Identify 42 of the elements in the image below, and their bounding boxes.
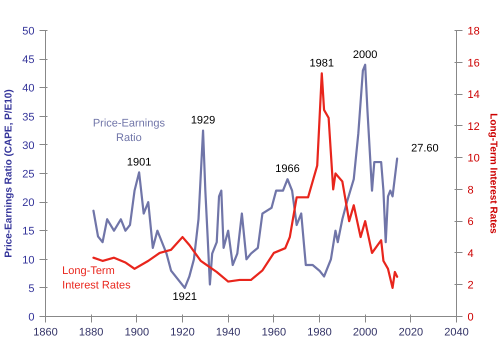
y2-tick-label: 10 bbox=[468, 152, 480, 165]
x-tick-label: 2020 bbox=[398, 326, 424, 338]
y-tick-label: 35 bbox=[22, 111, 35, 124]
y2-tick-label: 0 bbox=[468, 312, 474, 324]
x-tick-label: 1960 bbox=[262, 326, 286, 338]
annotation: 1981 bbox=[310, 57, 334, 70]
annotation: 1921 bbox=[172, 290, 198, 303]
text: Price-Earnings Ratio bbox=[92, 118, 166, 144]
annotation: 1901 bbox=[126, 156, 152, 168]
y-tick-label: 20 bbox=[22, 197, 35, 210]
y2-axis-title: Long-Term Interest Rates bbox=[488, 113, 499, 234]
y-tick-label: 40 bbox=[22, 82, 35, 95]
y-tick-label: 30 bbox=[22, 140, 35, 152]
y-tick-label: 10 bbox=[22, 254, 35, 266]
x-tick-label: 1900 bbox=[124, 326, 150, 338]
y2-tick-label: 2 bbox=[468, 280, 474, 292]
x-tick-label: 2040 bbox=[444, 326, 469, 338]
annotation: 1929 bbox=[190, 114, 216, 127]
annotation: 2000 bbox=[352, 48, 378, 61]
y-tick-label: 25 bbox=[22, 168, 35, 180]
y2-tick-label: 16 bbox=[468, 57, 480, 70]
y-tick-label: 50 bbox=[22, 26, 35, 38]
y-tick-label: 0 bbox=[28, 312, 35, 324]
y-tick-label: 45 bbox=[22, 54, 35, 66]
x-tick-label: 1860 bbox=[33, 326, 58, 338]
y2-tick-label: 8 bbox=[468, 184, 474, 196]
y-tick-label: 5 bbox=[28, 282, 35, 295]
y2-tick-label: 4 bbox=[468, 248, 474, 260]
y2-tick-label: 12 bbox=[468, 120, 480, 133]
x-tick-label: 1920 bbox=[170, 326, 195, 338]
y2-tick-label: 14 bbox=[468, 89, 480, 102]
annotation: 27.60 bbox=[411, 142, 439, 155]
y2-tick-label: 6 bbox=[468, 216, 474, 228]
y2-tick-label: 18 bbox=[468, 26, 480, 38]
series-label: Long-Term Interest Rates bbox=[62, 265, 132, 292]
x-tick-label: 1980 bbox=[307, 326, 332, 338]
x-tick-label: 1880 bbox=[78, 326, 104, 338]
y-tick-label: 15 bbox=[22, 226, 35, 238]
annotation: 1966 bbox=[275, 163, 300, 176]
x-tick-label: 1940 bbox=[216, 326, 240, 338]
y-axis-title: Price-Earnings Ratio (CAPE, P/E10) bbox=[3, 89, 14, 258]
x-tick-label: 2000 bbox=[352, 326, 378, 338]
